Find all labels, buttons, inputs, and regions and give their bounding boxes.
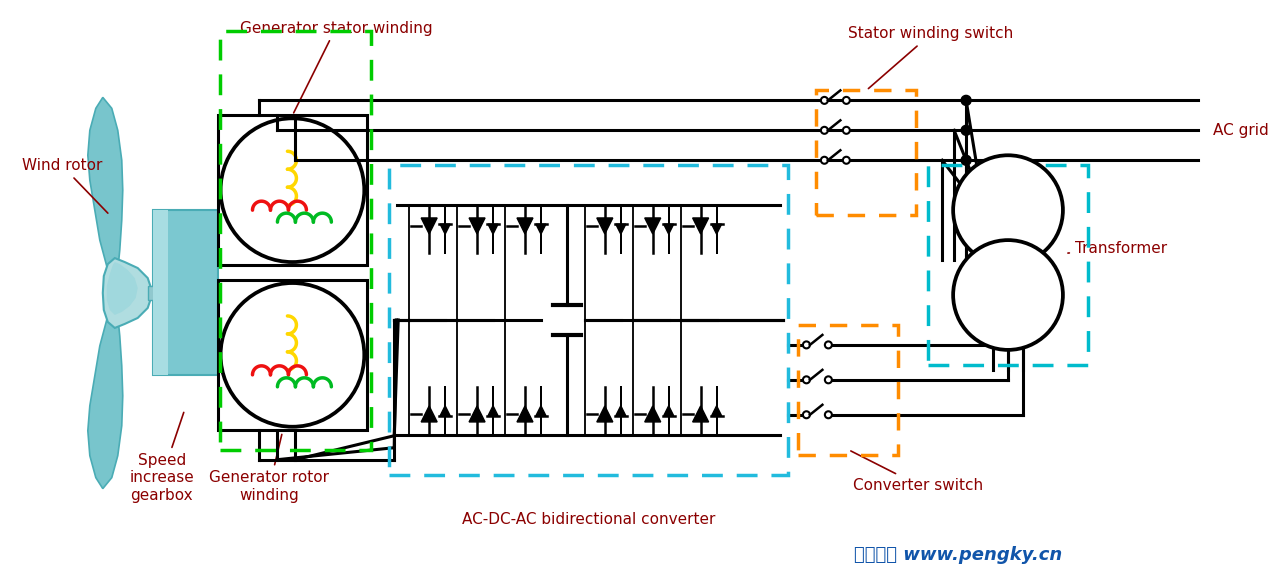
- Text: Wind rotor: Wind rotor: [22, 158, 108, 213]
- Polygon shape: [468, 406, 485, 422]
- Polygon shape: [712, 406, 722, 415]
- Polygon shape: [645, 218, 660, 234]
- Bar: [218, 115, 367, 265]
- Polygon shape: [596, 218, 613, 234]
- Polygon shape: [664, 224, 673, 234]
- Circle shape: [803, 376, 810, 383]
- Polygon shape: [692, 218, 709, 234]
- Polygon shape: [517, 406, 532, 422]
- Bar: [218, 290, 225, 302]
- Polygon shape: [692, 406, 709, 422]
- Text: Generator stator winding: Generator stator winding: [239, 21, 433, 113]
- Polygon shape: [440, 224, 451, 234]
- Circle shape: [824, 342, 832, 349]
- Polygon shape: [664, 406, 673, 415]
- Text: Converter switch: Converter switch: [851, 451, 983, 493]
- Polygon shape: [596, 406, 613, 422]
- Polygon shape: [102, 258, 152, 328]
- Text: Transformer: Transformer: [1068, 241, 1167, 256]
- Circle shape: [803, 411, 810, 418]
- Circle shape: [842, 97, 850, 104]
- Polygon shape: [440, 406, 451, 415]
- Circle shape: [842, 157, 850, 163]
- Bar: [152, 210, 218, 375]
- Circle shape: [803, 342, 810, 349]
- Circle shape: [820, 97, 828, 104]
- Circle shape: [820, 127, 828, 134]
- Circle shape: [842, 127, 850, 134]
- Circle shape: [961, 96, 972, 105]
- Polygon shape: [468, 218, 485, 234]
- Circle shape: [961, 125, 972, 135]
- Polygon shape: [616, 224, 626, 234]
- Circle shape: [954, 240, 1062, 350]
- Text: AC grid: AC grid: [1212, 123, 1268, 138]
- Circle shape: [961, 155, 972, 165]
- Circle shape: [824, 411, 832, 418]
- Bar: [147, 286, 157, 300]
- Text: 鹏茂科艺 www.pengky.cn: 鹏茂科艺 www.pengky.cn: [854, 547, 1062, 564]
- Polygon shape: [421, 218, 438, 234]
- Polygon shape: [517, 218, 532, 234]
- Polygon shape: [536, 224, 547, 234]
- Circle shape: [954, 155, 1062, 265]
- Polygon shape: [488, 224, 498, 234]
- Polygon shape: [88, 293, 123, 489]
- Circle shape: [824, 376, 832, 383]
- Polygon shape: [712, 224, 722, 234]
- Polygon shape: [488, 406, 498, 415]
- Polygon shape: [616, 406, 626, 415]
- Bar: [218, 280, 367, 430]
- Polygon shape: [536, 406, 547, 415]
- Text: Generator rotor
winding: Generator rotor winding: [210, 434, 329, 503]
- Polygon shape: [645, 406, 660, 422]
- Circle shape: [820, 157, 828, 163]
- Text: Speed
increase
gearbox: Speed increase gearbox: [129, 413, 195, 503]
- Polygon shape: [106, 262, 138, 315]
- Text: Stator winding switch: Stator winding switch: [849, 26, 1014, 88]
- Circle shape: [220, 283, 365, 427]
- Circle shape: [220, 118, 365, 262]
- Polygon shape: [421, 406, 438, 422]
- Polygon shape: [88, 97, 123, 293]
- Text: AC-DC-AC bidirectional converter: AC-DC-AC bidirectional converter: [462, 512, 716, 527]
- Bar: [152, 210, 168, 375]
